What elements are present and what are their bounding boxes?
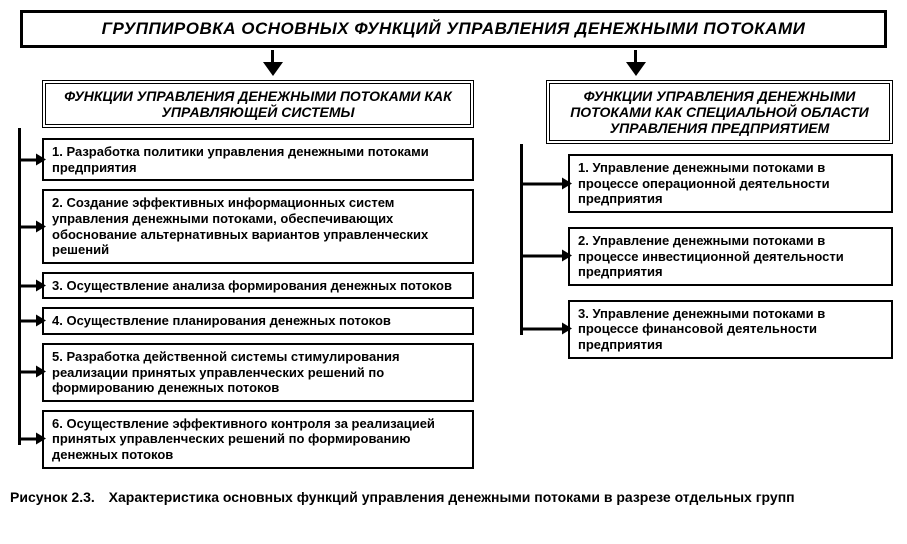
- figure-caption: Рисунок 2.3. Характеристика основных фун…: [10, 489, 897, 506]
- connector-arrow-icon: [20, 225, 44, 228]
- caption-text: Характеристика основных функций управлен…: [109, 489, 795, 505]
- right-branch-header: ФУНКЦИИ УПРАВЛЕНИЯ ДЕНЕЖНЫМИ ПОТОКАМИ КА…: [546, 80, 893, 144]
- connector-arrow-icon: [20, 158, 44, 161]
- list-item: 1. Разработка политики управления денежн…: [42, 138, 474, 181]
- item-text: 1. Разработка политики управления денежн…: [52, 144, 429, 175]
- connector-arrow-icon: [20, 284, 44, 287]
- connector-arrow-icon: [20, 320, 44, 323]
- list-item: 5. Разработка действенной системы стимул…: [42, 343, 474, 402]
- item-text: 3. Осуществление анализа формирования де…: [52, 278, 452, 293]
- right-branch: ФУНКЦИИ УПРАВЛЕНИЯ ДЕНЕЖНЫМИ ПОТОКАМИ КА…: [510, 80, 893, 373]
- left-branch: ФУНКЦИИ УПРАВЛЕНИЯ ДЕНЕЖНЫМИ ПОТОКАМИ КА…: [14, 80, 474, 477]
- arrow-row: [10, 54, 897, 80]
- item-text: 2. Создание эффективных информационных с…: [52, 195, 428, 257]
- list-item: 4. Осуществление планирования денежных п…: [42, 307, 474, 335]
- left-branch-header: ФУНКЦИИ УПРАВЛЕНИЯ ДЕНЕЖНЫМИ ПОТОКАМИ КА…: [42, 80, 474, 128]
- item-text: 2. Управление денежными потоками в проце…: [578, 233, 844, 279]
- connector-arrow-icon: [522, 328, 570, 331]
- vline-icon: [520, 144, 523, 334]
- caption-label: Рисунок 2.3.: [10, 489, 95, 505]
- list-item: 1. Управление денежными потоками в проце…: [568, 154, 893, 213]
- connector-arrow-icon: [20, 438, 44, 441]
- main-title: ГРУППИРОВКА ОСНОВНЫХ ФУНКЦИЙ УПРАВЛЕНИЯ …: [20, 10, 887, 48]
- list-item: 2. Управление денежными потоками в проце…: [568, 227, 893, 286]
- connector-arrow-icon: [20, 371, 44, 374]
- item-text: 1. Управление денежными потоками в проце…: [578, 160, 830, 206]
- list-item: 3. Управление денежными потоками в проце…: [568, 300, 893, 359]
- item-text: 6. Осуществление эффективного контроля з…: [52, 416, 435, 462]
- list-item: 6. Осуществление эффективного контроля з…: [42, 410, 474, 469]
- connector-arrow-icon: [522, 255, 570, 258]
- item-text: 3. Управление денежными потоками в проце…: [578, 306, 825, 352]
- left-items: 1. Разработка политики управления денежн…: [14, 138, 474, 468]
- list-item: 2. Создание эффективных информационных с…: [42, 189, 474, 263]
- connector-arrow-icon: [522, 182, 570, 185]
- diagram-root: ГРУППИРОВКА ОСНОВНЫХ ФУНКЦИЙ УПРАВЛЕНИЯ …: [10, 10, 897, 505]
- list-item: 3. Осуществление анализа формирования де…: [42, 272, 474, 300]
- item-text: 4. Осуществление планирования денежных п…: [52, 313, 391, 328]
- columns: ФУНКЦИИ УПРАВЛЕНИЯ ДЕНЕЖНЫМИ ПОТОКАМИ КА…: [10, 80, 897, 477]
- item-text: 5. Разработка действенной системы стимул…: [52, 349, 400, 395]
- right-items: 1. Управление денежными потоками в проце…: [510, 154, 893, 358]
